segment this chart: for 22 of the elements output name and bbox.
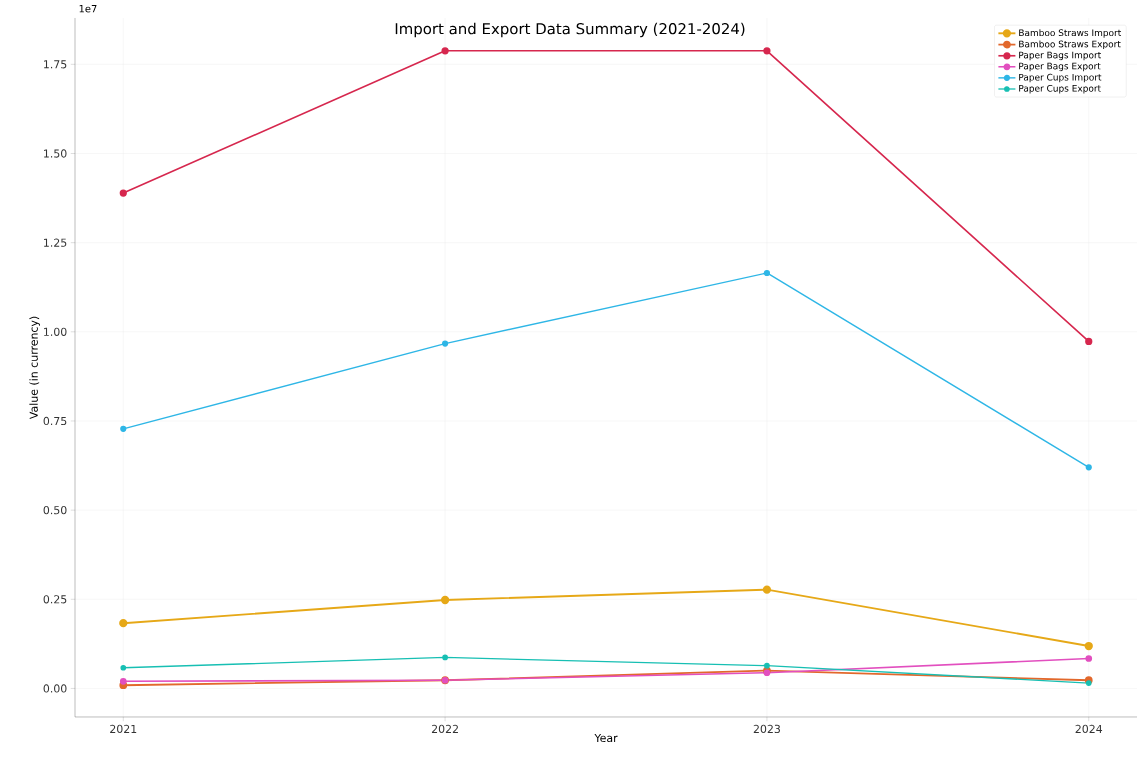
legend-label: Paper Bags Import (1019, 51, 1101, 61)
legend-label: Bamboo Straws Export (1019, 40, 1121, 50)
y-tick-label: 0.75 (43, 416, 67, 426)
legend-label: Bamboo Straws Import (1019, 29, 1122, 38)
text: 1e7 (79, 5, 97, 13)
y-tick-label: 1.25 (44, 238, 67, 247)
legend-label: Paper Bags Export (1019, 62, 1101, 72)
x-tick-label: 2022 (431, 724, 458, 734)
y-tick-label: 1.75 (44, 60, 67, 69)
x-tick-label: 2024 (1075, 724, 1103, 734)
y-tick-label: 0.00 (43, 684, 67, 693)
y-tick-label: 1.00 (44, 327, 67, 336)
y-tick-label: 1.50 (44, 149, 67, 158)
x-axis-title: Year (594, 733, 618, 743)
y-tick-label: 0.25 (43, 595, 67, 604)
y-axis-title: Value (in currency) (29, 316, 40, 420)
legend-label: Paper Cups Export (1019, 84, 1101, 94)
x-tick-label: 2021 (110, 724, 137, 734)
y-tick-label: 0.50 (43, 506, 67, 515)
legend-label: Paper Cups Import (1019, 73, 1102, 83)
x-tick-label: 2023 (753, 724, 780, 734)
chart-title: Import and Export Data Summary (2021-2024) (395, 22, 745, 38)
